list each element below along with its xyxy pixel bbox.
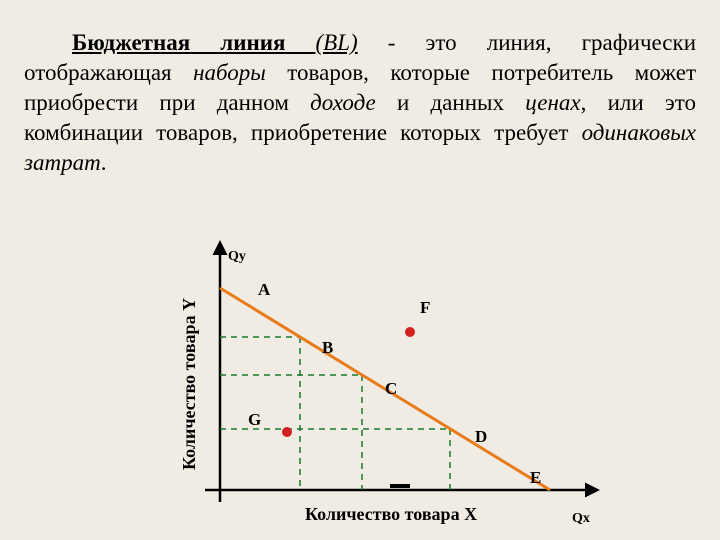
svg-text:E: E [530,468,541,487]
svg-text:Количество товара X: Количество товара X [305,504,477,524]
svg-text:C: C [385,379,397,398]
svg-text:A: A [258,280,271,299]
svg-text:Количество товара Y: Количество товара Y [179,298,199,470]
budget-line-chart: A B C D E F G Qy Qx Количество товара X Количество… [130,240,610,530]
svg-text:Qy: Qy [228,249,246,264]
svg-text:F: F [420,298,430,317]
svg-text:B: B [322,338,333,357]
svg-text:G: G [248,410,261,429]
chart-svg: A B C D E F G Qy Qx Количество товара X Количество… [130,240,610,530]
term-abbr: (BL) [316,30,358,55]
svg-text:Qx: Qx [572,511,590,526]
definition-paragraph: Бюджетная линия (BL) - это линия, графич… [24,28,696,177]
term-name: Бюджетная линия [72,30,316,55]
svg-text:D: D [475,427,487,446]
